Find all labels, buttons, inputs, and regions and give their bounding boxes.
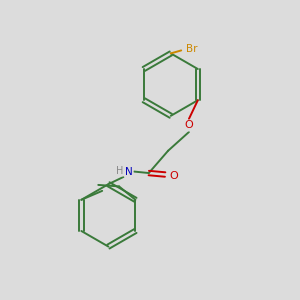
- Text: N: N: [125, 167, 133, 176]
- Text: O: O: [170, 171, 178, 181]
- Text: O: O: [184, 121, 193, 130]
- Text: Br: Br: [186, 44, 197, 54]
- Text: H: H: [116, 166, 124, 176]
